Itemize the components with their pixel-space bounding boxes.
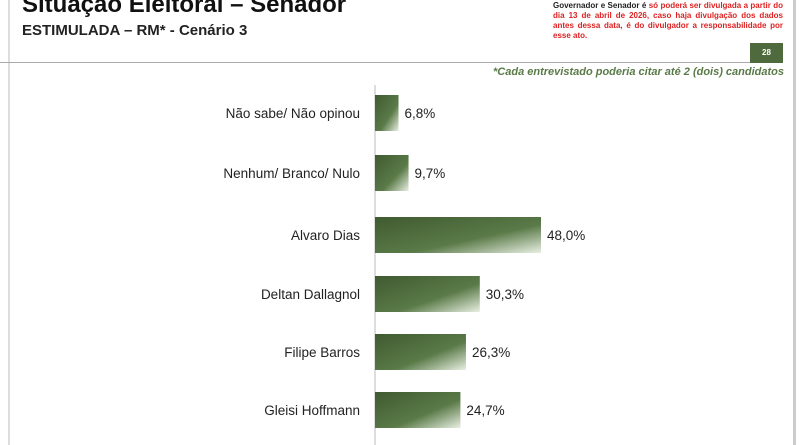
page-number: 28 — [750, 43, 783, 63]
value-label: 24,7% — [466, 403, 504, 418]
bar — [375, 392, 461, 428]
bar — [375, 155, 409, 191]
divider — [0, 62, 750, 63]
category-label: Filipe Barros — [284, 345, 360, 360]
bar — [375, 334, 466, 370]
notice-black: Governador e Senador é — [553, 1, 649, 10]
category-label: Deltan Dallagnol — [261, 287, 360, 302]
category-label: Não sabe/ Não opinou — [226, 106, 360, 121]
bar — [375, 95, 399, 131]
page-subtitle: ESTIMULADA – RM* - Cenário 3 — [22, 22, 248, 39]
right-edge — [793, 0, 796, 445]
value-label: 9,7% — [415, 166, 446, 181]
value-label: 6,8% — [405, 106, 436, 121]
bar — [375, 217, 541, 253]
value-label: 48,0% — [547, 228, 585, 243]
category-label: Alvaro Dias — [291, 228, 360, 243]
page-title: Situação Eleitoral – Senador — [22, 0, 347, 18]
notice-red: só poderá ser divulgada a partir do dia … — [553, 1, 783, 40]
disclaimer-notice: Governador e Senador é só poderá ser div… — [553, 1, 783, 41]
bar — [375, 276, 480, 312]
category-label: Nenhum/ Branco/ Nulo — [223, 166, 360, 181]
category-label: Gleisi Hoffmann — [264, 403, 360, 418]
footnote: *Cada entrevistado poderia citar até 2 (… — [493, 66, 784, 78]
value-label: 26,3% — [472, 345, 510, 360]
left-edge — [8, 0, 10, 445]
value-label: 30,3% — [486, 287, 524, 302]
